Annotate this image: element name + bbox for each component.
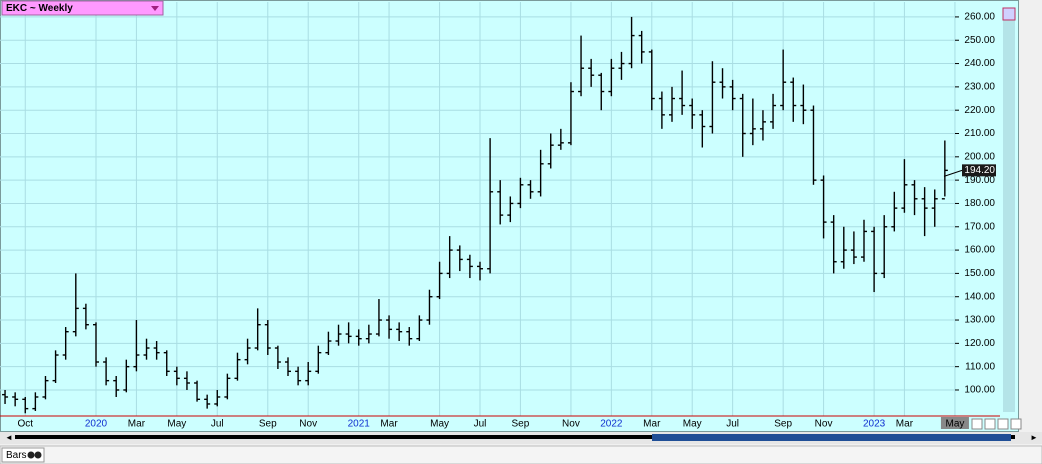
title-box[interactable] — [1, 0, 164, 16]
y-tick-label: 140.00 — [964, 291, 995, 302]
x-tick-label: Mar — [380, 419, 398, 430]
dropdown-arrow[interactable] — [151, 6, 159, 11]
x-tick-label: Jul — [726, 419, 739, 430]
x-tick-label: Mar — [643, 419, 661, 430]
mode-icon — [27, 451, 35, 459]
y-tick-label: 250.00 — [964, 35, 995, 46]
nav-button[interactable] — [1010, 418, 1022, 430]
nav-button[interactable] — [997, 418, 1009, 430]
x-tick-label: Oct — [17, 419, 33, 430]
y-tick-label: 110.00 — [965, 361, 995, 372]
x-tick-label: Mar — [128, 419, 146, 430]
x-tick-label: Jul — [474, 419, 487, 430]
y-tick-label: 160.00 — [964, 245, 995, 256]
last-price-box — [962, 164, 996, 177]
y-tick-label: 180.00 — [964, 198, 995, 209]
x-tick-label: May — [167, 419, 186, 430]
x-tick-label: May — [683, 419, 702, 430]
y-tick-label: 120.00 — [964, 338, 995, 349]
x-tick-label: Mar — [896, 419, 914, 430]
scroll-thumb[interactable] — [652, 434, 1011, 441]
x-tick-label: May — [945, 419, 964, 430]
nav-button[interactable] — [984, 418, 996, 430]
y-tick-label: 200.00 — [964, 151, 995, 162]
plot-area — [0, 0, 1019, 432]
y-tick-label: 240.00 — [964, 58, 995, 69]
y-tick-label: 210.00 — [964, 128, 995, 139]
side-button[interactable] — [1002, 7, 1016, 21]
x-tick-label: Sep — [512, 419, 530, 430]
x-tick-label: Nov — [299, 419, 317, 430]
x-tick-label: Jul — [211, 419, 224, 430]
last-price-label: 194.20 — [964, 165, 995, 176]
x-tick-label: Sep — [259, 419, 277, 430]
x-tick-label: Nov — [815, 419, 833, 430]
x-tick-label: Nov — [562, 419, 580, 430]
scroll-right[interactable]: ► — [1030, 433, 1038, 442]
bars — [2, 16, 948, 414]
mode-label: Bars — [6, 450, 27, 461]
x-tick-label: 2020 — [85, 419, 108, 430]
nav-buttons — [971, 418, 1022, 430]
scroll-track — [15, 435, 1015, 439]
y-tick-label: 130.00 — [964, 315, 995, 326]
chart-title: EKC ~ Weekly — [6, 3, 73, 14]
y-tick-label: 170.00 — [964, 221, 995, 232]
x-label-box — [940, 417, 969, 429]
y-tick-label: 190.00 — [964, 175, 995, 186]
scroll-left[interactable]: ◄ — [5, 433, 13, 442]
side-strip — [1003, 8, 1015, 412]
mode-tab[interactable] — [1, 447, 45, 463]
x-tick-label: 2022 — [600, 419, 623, 430]
status-bar — [0, 445, 1042, 464]
y-tick-label: 220.00 — [964, 105, 995, 116]
y-tick-label: 150.00 — [964, 268, 995, 279]
y-tick-label: 100.00 — [964, 385, 995, 396]
y-tick-label: 230.00 — [964, 82, 995, 93]
grid — [0, 2, 956, 416]
nav-button[interactable] — [971, 418, 983, 430]
mode-icon — [34, 451, 42, 459]
x-tick-label: 2023 — [863, 419, 886, 430]
y-tick-label: 260.00 — [964, 12, 995, 23]
x-tick-label: 2021 — [348, 419, 371, 430]
x-tick-label: May — [430, 419, 449, 430]
x-tick-label: Sep — [774, 419, 792, 430]
last-price-pointer — [943, 169, 963, 177]
